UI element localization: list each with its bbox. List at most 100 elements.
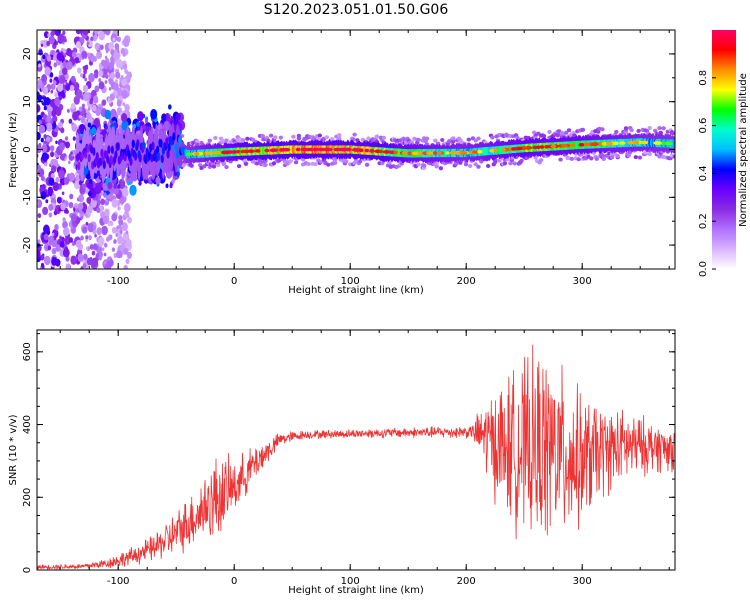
heatmap-cell	[91, 127, 97, 135]
heatmap-cell	[241, 149, 249, 154]
heatmap-cell	[263, 163, 268, 167]
heatmap-cell	[46, 40, 51, 47]
heatmap-cell	[47, 186, 54, 195]
heatmap-cell	[96, 207, 101, 213]
heatmap-cell	[116, 99, 122, 107]
heatmap-cell	[55, 176, 60, 183]
heatmap-cell	[62, 67, 68, 76]
heatmap-cell	[364, 162, 370, 167]
heatmap-cell	[330, 137, 335, 142]
heatmap-cell	[119, 229, 123, 234]
heatmap-cell	[101, 99, 107, 106]
heatmap-cell	[108, 65, 113, 70]
heatmap-cell	[113, 183, 117, 189]
heatmap-cell	[110, 221, 114, 227]
heatmap-cell	[279, 148, 284, 152]
heatmap-cell	[226, 150, 235, 154]
heatmap-cell	[351, 137, 356, 142]
heatmap-cell	[95, 44, 100, 49]
heatmap-cell	[250, 137, 256, 142]
heatmap-cell	[46, 115, 52, 123]
heatmap-cell	[94, 184, 102, 195]
heatmap-cell	[43, 255, 51, 266]
heatmap-cell	[502, 161, 508, 166]
heatmap-cell	[271, 161, 277, 166]
heatmap-cell	[43, 134, 47, 139]
heatmap-cell	[58, 95, 63, 101]
heatmap-cell	[521, 146, 527, 150]
heatmap-cell	[401, 151, 408, 155]
heatmap-cell	[59, 74, 66, 84]
heatmap-cell	[47, 235, 55, 245]
heatmap-cell	[374, 134, 380, 139]
heatmap-cell	[317, 133, 322, 138]
colorbar-tick-label: 0.8	[698, 70, 709, 86]
heatmap-cell	[40, 43, 44, 47]
heatmap-cell	[108, 77, 114, 85]
heatmap-cell	[93, 95, 99, 103]
heatmap-cell	[60, 202, 66, 211]
heatmap-cell	[255, 161, 260, 166]
heatmap-cell	[54, 30, 61, 37]
heatmap-cell	[351, 148, 359, 152]
heatmap-cell	[103, 192, 107, 198]
heatmap-cell	[623, 126, 629, 131]
heatmap-cell	[48, 177, 55, 186]
heatmap-cell	[125, 230, 129, 235]
heatmap-cell	[81, 50, 88, 59]
heatmap-cell	[125, 238, 132, 248]
heatmap-cell	[221, 162, 226, 166]
heatmap-cell	[332, 160, 338, 165]
heatmap-cell	[55, 229, 59, 234]
snr-y-tick-label: 200	[22, 488, 33, 507]
heatmap-cell	[324, 135, 329, 140]
snr-marks	[37, 344, 675, 570]
heatmap-cell	[85, 246, 89, 251]
heatmap-cell	[123, 41, 128, 48]
heatmap-cell	[600, 127, 605, 132]
heatmap-cell	[62, 48, 67, 54]
heatmap-cell	[151, 141, 155, 151]
heatmap-cell	[81, 215, 84, 220]
heatmap-cell	[98, 78, 102, 83]
heatmap-cell	[512, 161, 517, 166]
heatmap-cell	[416, 162, 421, 167]
heatmap-cell	[51, 257, 58, 266]
heatmap-cell	[111, 198, 119, 208]
heatmap-cell	[296, 136, 302, 141]
heatmap-cell	[110, 145, 114, 155]
heatmap-cell	[278, 135, 283, 140]
heatmap-cell	[47, 33, 50, 37]
heatmap-cell	[92, 225, 97, 230]
heatmap-cell	[90, 198, 97, 208]
heatmap-cell	[37, 131, 41, 141]
heatmap-cell	[463, 162, 469, 167]
heatmap-cell	[566, 128, 572, 133]
heatmap-cell	[69, 80, 72, 84]
heatmap-cell	[94, 233, 97, 238]
heatmap-cell	[243, 161, 249, 166]
heatmap-cell	[124, 104, 130, 112]
heatmap-cell	[471, 150, 478, 154]
heatmap-cell	[91, 250, 96, 256]
heatmap-cell	[37, 213, 42, 219]
heatmap-cell	[49, 145, 55, 152]
heatmap-cell	[364, 148, 369, 153]
heatmap-cell	[55, 140, 58, 145]
heatmap-cell	[93, 72, 99, 79]
heatmap-cell	[438, 166, 444, 171]
heatmap-cell	[123, 264, 128, 269]
heatmap-y-tick-label: 0	[22, 146, 33, 152]
heatmap-cell	[417, 151, 423, 155]
heatmap-cell	[78, 114, 82, 119]
heatmap-cell	[224, 165, 229, 170]
heatmap-cell	[59, 153, 65, 161]
heatmap-cell	[114, 150, 118, 159]
heatmap-cell	[107, 256, 111, 261]
heatmap-cell	[44, 162, 48, 167]
heatmap-cell	[382, 150, 391, 154]
heatmap-cell	[68, 160, 71, 165]
heatmap-cell	[80, 116, 86, 124]
heatmap-cell	[70, 255, 78, 265]
heatmap-cell	[96, 227, 103, 236]
